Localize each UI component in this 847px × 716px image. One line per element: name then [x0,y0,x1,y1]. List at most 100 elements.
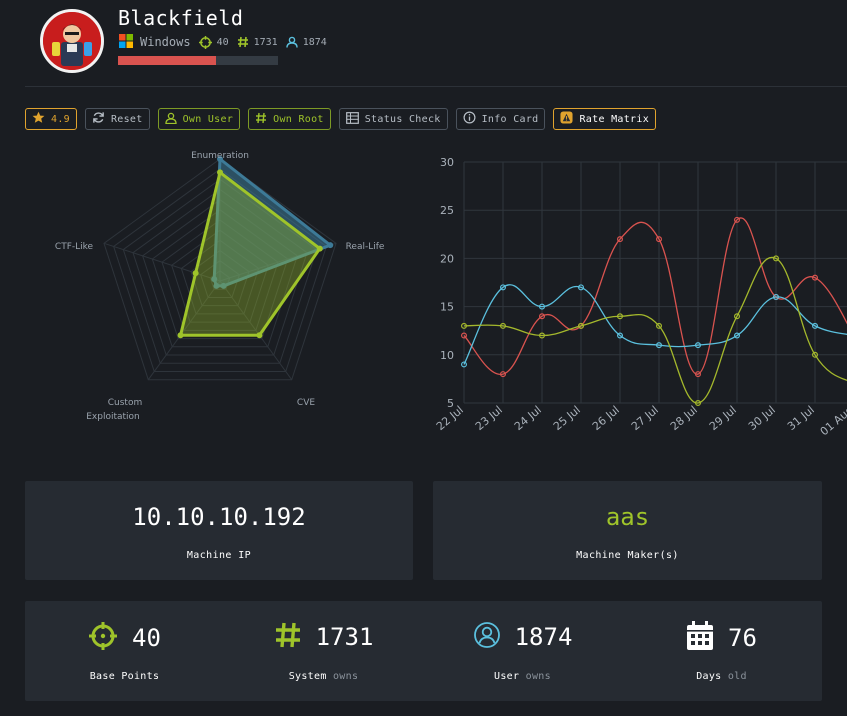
os-label: Windows [140,35,191,49]
hash-icon [237,36,249,48]
user-owns-count: 1874 [302,36,327,48]
action-toolbar: 4.9 Reset Own User Own Root Status Check… [25,108,657,130]
radar-point [256,332,263,339]
machine-stats-panel: 40 Base Points 1731 System owns 1874 Use… [25,601,822,701]
radar-series [177,156,334,339]
user-owns-suffix: owns [525,671,551,682]
base-points-label: Base Points [25,671,224,682]
rate-matrix-radar-chart: Enumeration Real-Life CVE Custom Exploit… [55,151,385,422]
line-data-point [461,361,468,368]
stat-days-old: 76 Days old [622,601,821,701]
system-owns-label: System owns [224,671,423,682]
line-data-point [461,322,468,329]
machine-avatar [40,9,104,73]
radar-grid-ring [103,158,337,381]
radar-label-real-life: Real-Life [346,242,385,252]
radar-axis-line [103,242,221,282]
base-points-label-text: Base Points [89,671,160,682]
reset-button[interactable]: Reset [84,108,150,130]
x-tick-label: 29 Jul [707,403,739,433]
stat-base-points: 40 Base Points [25,601,224,701]
own-user-label: Own User [182,113,234,125]
days-old-label-text: Days [696,671,722,682]
line-data-point [695,342,702,349]
radar-point [316,245,323,252]
line-chart-series [461,216,847,407]
hash-icon [274,621,302,653]
days-old-value: 76 [728,624,757,652]
line-data-point [656,322,663,329]
radar-point [327,242,334,249]
machine-ip-card: 10.10.10.192 Machine IP [25,481,413,580]
machine-maker-value[interactable]: aas [605,503,650,531]
windows-icon [118,33,134,52]
line-series-path [463,284,847,365]
crosshair-icon [88,621,118,655]
radar-axis-line [219,280,293,380]
x-tick-label: 30 Jul [746,403,778,433]
rating-button[interactable]: 4.9 [25,108,77,130]
info-card-button[interactable]: Info Card [455,108,546,130]
x-tick-label: 27 Jul [629,403,661,433]
ownership-progress-bar [118,56,278,65]
machine-maker-label: Machine Maker(s) [576,550,679,561]
calendar-icon [686,621,714,655]
refresh-icon [92,111,105,127]
activity-line-chart: 30 25 20 15 10 5 22 Jul 23 Jul 24 Jul 25 Jul 26 J… [434,156,847,438]
rating-value: 4.9 [51,113,70,125]
x-tick-label: 25 Jul [551,403,583,433]
line-data-point [499,284,506,291]
line-data-point [656,236,663,243]
system-owns-label-text: System [288,671,327,682]
user-owns-label-text: User [494,671,520,682]
own-user-button[interactable]: Own User [157,108,241,130]
machine-ip-label: Machine IP [186,550,252,561]
radar-series-area [179,170,322,337]
progress-fill [118,56,216,65]
own-root-button[interactable]: Own Root [248,108,331,130]
rate-matrix-label: Rate Matrix [579,113,650,125]
line-data-point [773,293,780,300]
crosshair-icon [198,35,212,49]
x-tick-label: 31 Jul [785,403,817,433]
x-tick-label: 24 Jul [512,403,544,433]
line-series-path [463,217,847,375]
line-data-point [578,322,585,329]
radar-point [213,282,220,289]
x-tick-label: 26 Jul [590,403,622,433]
machine-header: Blackfield Windows 40 1731 1874 [0,0,847,88]
table-icon [345,111,359,127]
x-tick-label: 01 Aug [818,403,847,438]
radar-label-cve: CVE [297,398,315,408]
machine-title: Blackfield [118,6,244,30]
info-icon [463,111,476,127]
system-owns-count: 1731 [253,36,278,48]
stat-system-owns: 1731 System owns [224,601,423,701]
line-chart-x-ticks: 22 Jul 23 Jul 24 Jul 25 Jul 26 Jul 27 Jul 28 J… [434,403,847,438]
line-data-point [812,274,819,281]
line-series-path [463,256,847,404]
y-tick-label: 30 [440,156,454,169]
line-data-point [538,313,545,320]
radar-axis-line [147,280,221,380]
machine-ip-value[interactable]: 10.10.10.192 [132,503,306,531]
y-tick-label: 10 [440,349,454,362]
hash-icon [255,112,267,127]
rate-matrix-button[interactable]: Rate Matrix [553,108,657,130]
radar-point [211,276,218,283]
line-data-point [812,351,819,358]
user-icon [286,36,298,48]
system-owns-value: 1731 [315,623,374,651]
info-card-label: Info Card [481,113,539,125]
radar-point [217,156,223,162]
line-data-point [695,371,702,378]
line-data-point [695,400,702,407]
status-check-button[interactable]: Status Check [338,108,448,130]
days-old-label: Days old [622,671,821,682]
line-data-point [734,332,741,339]
stat-user-owns: 1874 User owns [423,601,622,701]
radar-point [217,169,223,176]
y-tick-label: 20 [440,252,454,265]
header-divider [25,86,847,87]
reset-label: Reset [110,113,143,125]
